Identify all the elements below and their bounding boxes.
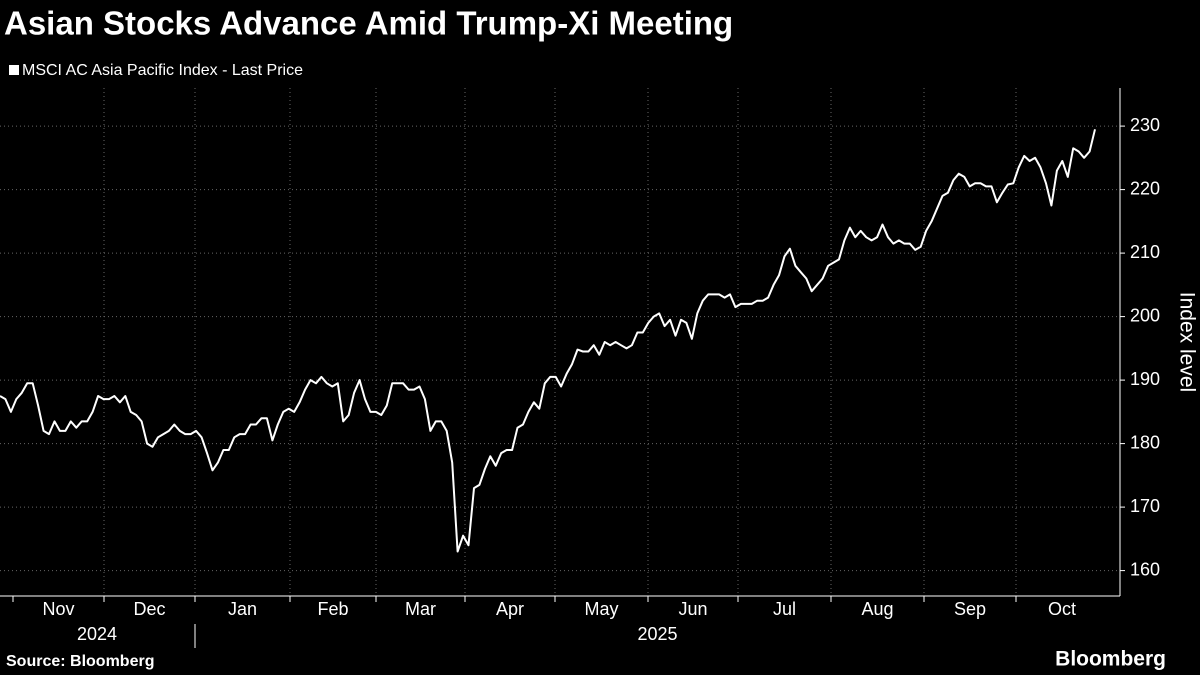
y-tick-label: 170: [1130, 496, 1160, 516]
x-tick-label: Jul: [773, 599, 796, 619]
x-tick-label: Aug: [861, 599, 893, 619]
price-line: [0, 129, 1096, 553]
y-tick-label: 220: [1130, 178, 1160, 198]
chart-title: Asian Stocks Advance Amid Trump-Xi Meeti…: [4, 5, 733, 42]
y-tick-label: 190: [1130, 369, 1160, 389]
y-tick-label: 160: [1130, 559, 1160, 579]
x-tick-label: Jan: [228, 599, 257, 619]
y-tick-label: 230: [1130, 115, 1160, 135]
x-tick-label: Oct: [1048, 599, 1076, 619]
legend-label: MSCI AC Asia Pacific Index - Last Price: [22, 62, 303, 79]
y-tick-label: 200: [1130, 305, 1160, 325]
x-tick-label: Feb: [317, 599, 348, 619]
x-tick-label: Nov: [42, 599, 74, 619]
x-tick-label: Jun: [678, 599, 707, 619]
y-tick-label: 180: [1130, 432, 1160, 452]
x-tick-label: Dec: [133, 599, 165, 619]
x-tick-label: May: [584, 599, 618, 619]
source: Source: Bloomberg: [6, 653, 154, 670]
brand: Bloomberg: [1055, 648, 1166, 671]
y-tick-label: 210: [1130, 242, 1160, 262]
year-label: 2024: [77, 624, 117, 644]
year-label: 2025: [637, 624, 677, 644]
legend-swatch: [9, 65, 19, 75]
x-tick-label: Mar: [405, 599, 436, 619]
x-tick-label: Apr: [496, 599, 524, 619]
x-tick-label: Sep: [954, 599, 986, 619]
y-axis-title: Index level: [1175, 292, 1198, 392]
